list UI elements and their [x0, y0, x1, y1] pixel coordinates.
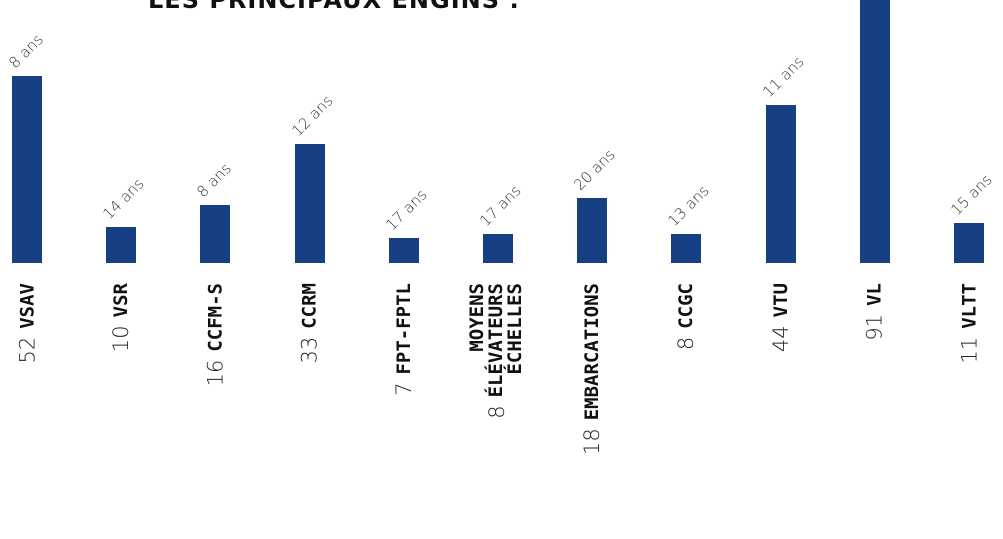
age-label: 11 ans: [758, 52, 808, 101]
value-label: 52: [15, 336, 39, 364]
age-label: 13 ans: [664, 181, 714, 230]
value-label: 91: [862, 313, 887, 341]
category-name: VLTT: [957, 283, 980, 329]
bar-fpt-fptl: [388, 238, 419, 263]
value-label: 10: [109, 325, 134, 353]
category-name: VSAV: [15, 283, 38, 329]
category-name: VL: [863, 283, 886, 306]
category-name: ÉCHELLES: [504, 283, 526, 375]
value-label: 8: [674, 336, 699, 351]
age-label: 8 ans: [193, 159, 236, 201]
age-label: 8 ans: [5, 30, 47, 72]
value-label: 16: [203, 359, 228, 387]
bar-vtu: [765, 105, 796, 263]
value-label: 44: [768, 325, 793, 353]
category-name: CCFM-S: [203, 283, 226, 352]
bar-embarcations: [577, 198, 608, 263]
bar-ccfm-s: [200, 205, 231, 263]
bar-vltt: [954, 223, 984, 263]
category-name: VTU: [769, 283, 792, 318]
age-label: 20 ans: [570, 145, 619, 194]
bar-vsav: [12, 76, 42, 263]
bar-vsr: [106, 227, 137, 263]
bar-ccgc: [671, 234, 702, 263]
age-label: 17 ans: [382, 185, 431, 234]
bar-moyens-l-vateurs-chelles: [483, 234, 513, 263]
age-label: 15 ans: [947, 170, 996, 219]
chart-title: LES PRINCIPAUX ENGINS :: [148, 0, 520, 14]
category-name: CCRM: [298, 283, 321, 329]
value-label: 33: [297, 336, 322, 364]
bar-ccrm: [294, 144, 325, 263]
value-label: 8: [484, 405, 509, 419]
value-label: 7: [391, 382, 416, 396]
age-label: 12 ans: [287, 91, 337, 140]
bar-vl: [859, 0, 890, 263]
value-label: 11: [957, 336, 981, 364]
age-label: 14 ans: [99, 174, 148, 223]
age-label: 17 ans: [476, 181, 525, 230]
category-name: FPT-FPTL: [392, 283, 415, 375]
category-name: CCGC: [674, 283, 697, 329]
category-name: VSR: [109, 283, 132, 318]
category-name: EMBARCATIONS: [580, 283, 603, 421]
value-label: 18: [580, 428, 605, 456]
